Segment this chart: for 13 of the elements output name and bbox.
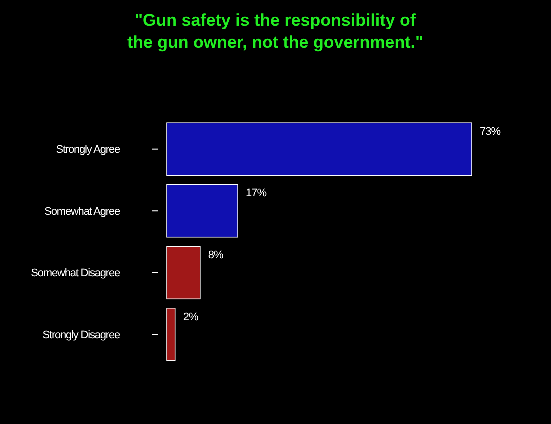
bar	[166, 184, 238, 238]
bar	[166, 246, 201, 300]
chart-title: "Gun safety is the responsibility of the gun owner, not the government."	[127, 11, 424, 52]
data-label: 73%	[480, 126, 502, 138]
data-label: 8%	[208, 249, 224, 262]
data-label: 17%	[246, 188, 268, 200]
data-label: 2%	[183, 311, 199, 324]
y-tick-label: Somewhat Agree	[44, 206, 120, 218]
y-tick-label: Strongly Agree	[56, 144, 120, 156]
y-tick-label: Strongly Disagree	[42, 330, 120, 342]
bar	[166, 308, 176, 362]
y-tick-label: Somewhat Disagree	[31, 268, 120, 280]
bar	[166, 122, 472, 176]
